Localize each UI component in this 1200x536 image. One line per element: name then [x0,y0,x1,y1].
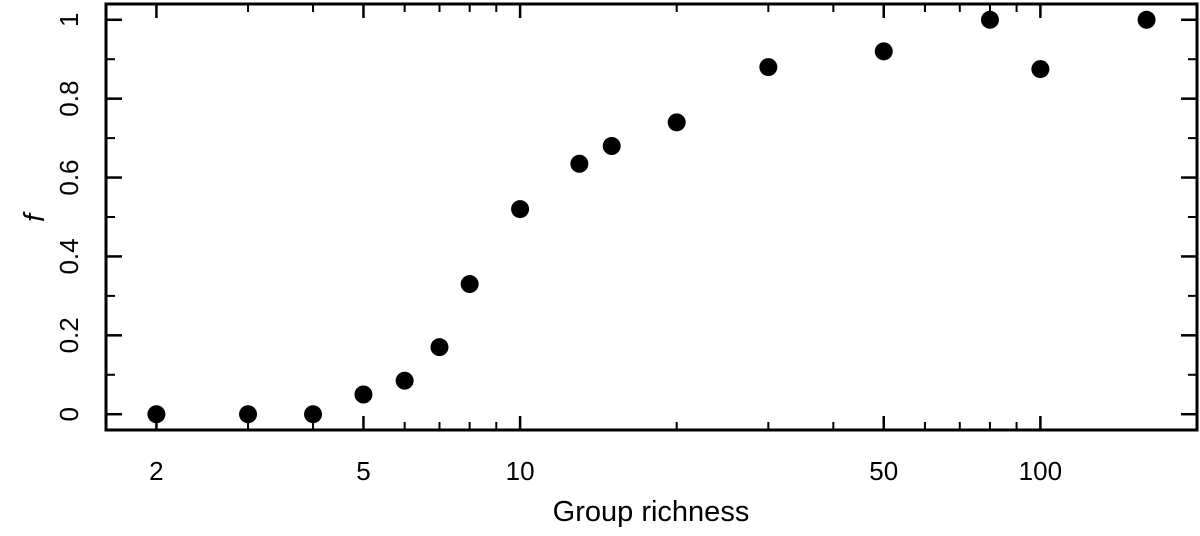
y-tick-label: 0.4 [54,238,84,274]
data-point [395,371,414,390]
x-tick-label: 2 [149,456,163,486]
x-axis-title: Group richness [553,496,750,528]
data-point [1137,10,1156,29]
data-point [430,338,449,357]
x-tick-label: 5 [356,456,370,486]
data-point [304,405,323,424]
y-tick-label: 0.2 [54,317,84,353]
x-tick-label: 100 [1019,456,1062,486]
y-axis-title: f [19,211,51,222]
y-axis-ticks: 0 0.2 0.4 0.6 0.8 1 [54,13,1197,421]
data-point [980,10,999,29]
y-tick-label: 1 [54,13,84,27]
data-point [874,42,893,61]
data-point [1031,60,1050,79]
data-point [570,154,589,173]
data-point [759,58,778,77]
x-tick-label: 10 [506,456,535,486]
data-point [460,275,479,294]
x-axis-ticks: 2 5 10 50 100 [149,4,1198,486]
x-tick-label: 50 [869,456,898,486]
data-point [354,385,373,404]
data-point [667,113,686,132]
data-point [511,200,530,219]
data-point [239,405,258,424]
data-point [147,405,166,424]
y-tick-label: 0 [54,407,84,421]
data-point [602,137,621,155]
y-tick-label: 0.6 [54,159,84,195]
y-tick-label: 0.8 [54,81,84,117]
data-points [147,10,1156,424]
